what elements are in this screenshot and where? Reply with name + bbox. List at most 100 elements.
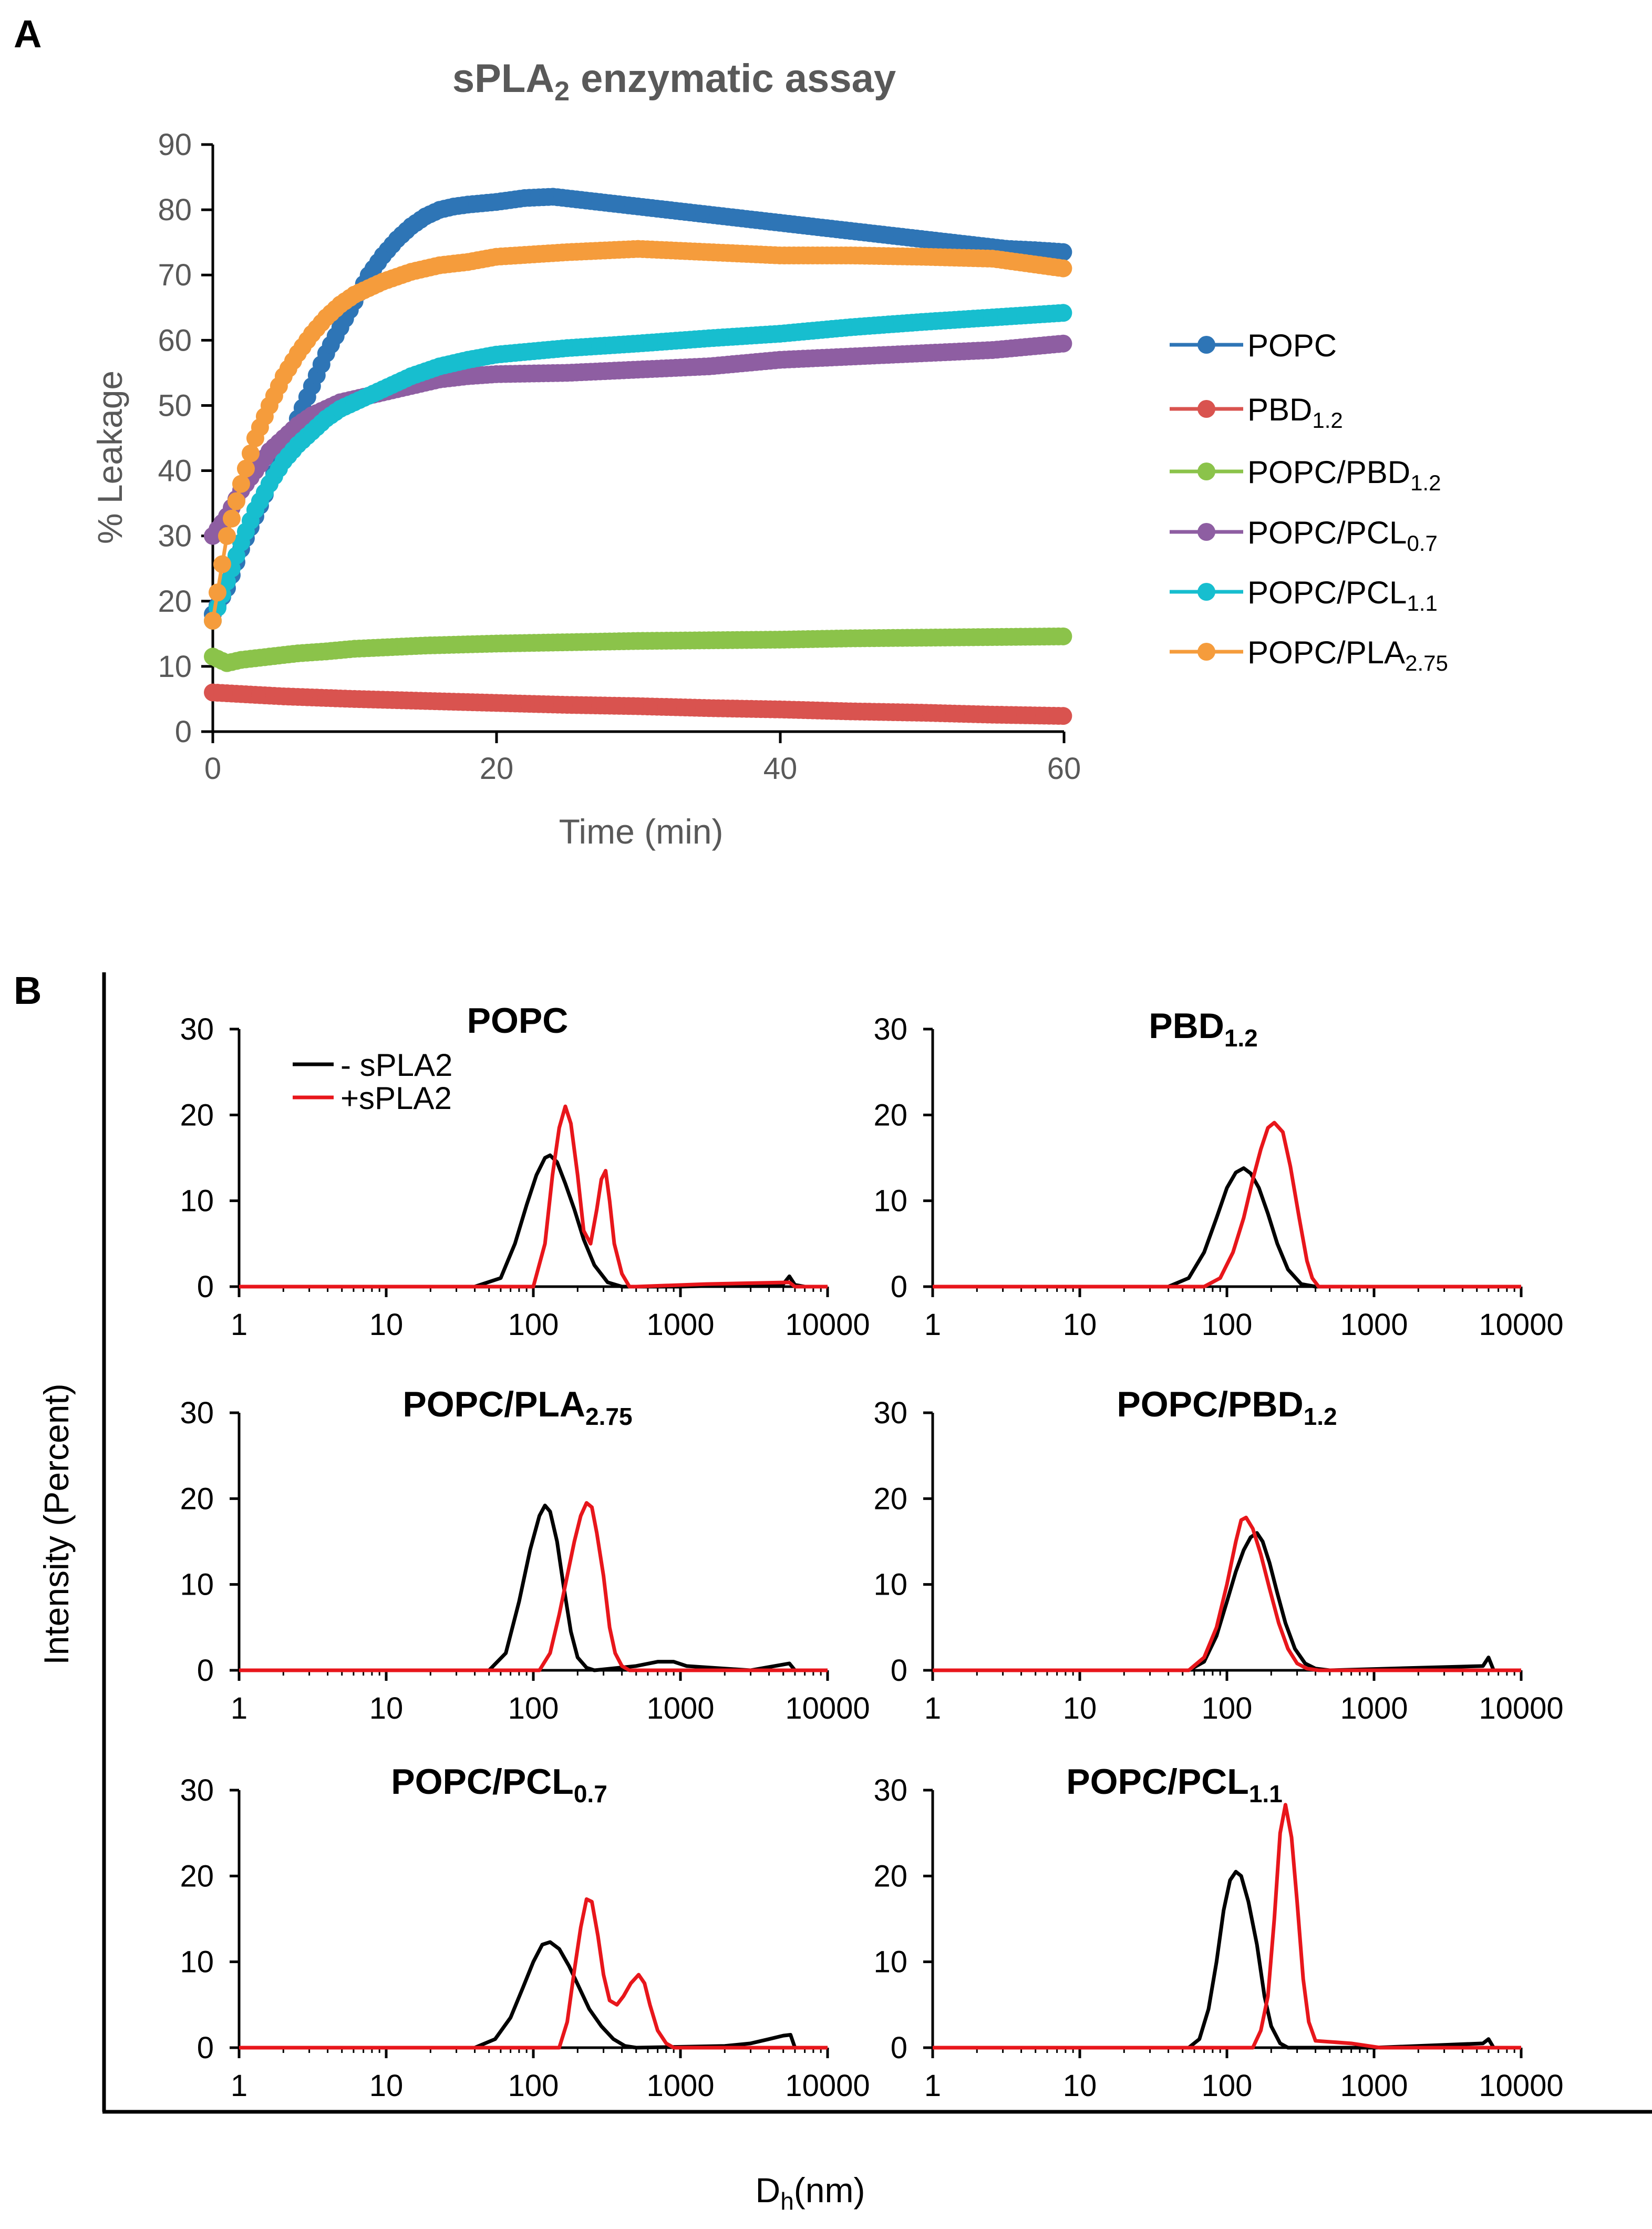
legend-label-minus: - sPLA2: [340, 1047, 452, 1083]
subplot-ytick-label: 30: [873, 1012, 907, 1046]
subplot-ytick-label: 0: [197, 1653, 214, 1688]
subplot-xtick-label: 10: [1063, 1691, 1097, 1725]
legend-marker-pbd12: [1197, 400, 1215, 418]
subplot-xtick-label: 10000: [1479, 1691, 1563, 1725]
legend-marker-popc-pla275: [1197, 643, 1215, 661]
legend-label-pbd12: PBD1.2: [1247, 392, 1343, 433]
subplot-xtick-label: 100: [1202, 1308, 1253, 1342]
data-point-popc-pla2-75: [1054, 259, 1072, 278]
panel-a-ytick-label: 70: [158, 258, 192, 292]
subplot-xtick-label: 1: [924, 2069, 941, 2103]
series-line-minus-spla2: [239, 1503, 828, 1672]
legend-item-popc-pbd12: POPC/PBD1.2: [1170, 455, 1441, 495]
panel-a-series: [204, 188, 1072, 725]
subplot-xtick-label: 1: [231, 2069, 247, 2103]
subplot-popc: 0 10 20 30 1 10 100 1000 10000: [180, 1012, 870, 1342]
subplot-title-popc-pcl07-name: POPC/PCL: [391, 1762, 574, 1802]
subplot-ytick-label: 30: [180, 1396, 214, 1430]
panel-b-ylabel: Intensity (Percent): [37, 1383, 76, 1665]
panel-a-ytick-label: 30: [158, 519, 192, 553]
legend-label-popc-pcl07-sub: 0.7: [1407, 531, 1437, 556]
panel-a-ytick-label: 0: [175, 715, 192, 749]
legend-marker-popc: [1197, 336, 1215, 354]
series-line-minus-spla2: [933, 1166, 1521, 1289]
subplot-ytick-label: 20: [873, 1482, 907, 1516]
subplot-xtick-label: 1: [924, 1691, 941, 1725]
subplot-xtick-label: 10: [1063, 2069, 1097, 2103]
legend-label-popc-pbd12-sub: 1.2: [1410, 470, 1441, 495]
legend-label-plus: +sPLA2: [340, 1081, 452, 1116]
subplot-ytick-label: 20: [180, 1482, 214, 1516]
legend-label-popc-pcl07-name: POPC/PCL: [1247, 515, 1407, 550]
panel-b: B Intensity (Percent) Dh(nm) POPC PBD1.2…: [14, 969, 1652, 2215]
subplot-popc-pbd1-2: 0 10 20 30 1 10 100 1000 10000: [873, 1396, 1563, 1725]
legend-label-popc-pcl07: POPC/PCL0.7: [1247, 515, 1438, 556]
legend-label-pbd12-name: PBD: [1247, 392, 1312, 427]
subplot-xtick-label: 10000: [1479, 2069, 1563, 2103]
legend-label-popc: POPC: [1247, 328, 1337, 363]
subplot-xtick-label: 1000: [646, 2069, 714, 2103]
subplot-xtick-label: 1000: [646, 1691, 714, 1725]
data-point-popc-pla2-75: [241, 444, 260, 463]
data-point-popc-pla2-75: [218, 527, 236, 545]
panel-a-legend: POPC PBD1.2 POPC/PBD1.2: [1170, 328, 1448, 675]
subplot-xtick-label: 10000: [785, 2069, 870, 2103]
subplot-popc-pla2-75: 0 10 20 30 1 10 100 1000 10000: [180, 1396, 870, 1725]
panel-b-xlabel-main: D: [756, 2171, 781, 2210]
subplot-xtick-label: 1000: [1340, 1691, 1408, 1725]
panel-a-xtick-label: 40: [763, 752, 798, 786]
data-point-popc-pla2-75: [232, 475, 250, 493]
series-line-plus-spla2: [933, 1803, 1521, 2050]
legend-label-popc-pbd12-name: POPC/PBD: [1247, 455, 1410, 490]
subplot-title-popc-pcl07: POPC/PCL0.7: [391, 1762, 607, 1807]
subplot-title-popc-pbd12: POPC/PBD1.2: [1117, 1384, 1337, 1430]
legend-item-popc: POPC: [1170, 328, 1337, 363]
subplot-xtick-label: 10: [1063, 1308, 1097, 1342]
series-line-plus-spla2: [933, 1121, 1521, 1289]
data-point-popc-pla2-75: [213, 555, 231, 573]
subplot-ytick-label: 10: [180, 1568, 214, 1602]
panel-a-xtick-label: 60: [1047, 752, 1081, 786]
legend-label-popc-pcl11-sub: 1.1: [1407, 591, 1437, 615]
subplot-ytick-label: 30: [873, 1396, 907, 1430]
legend-label-pbd12-sub: 1.2: [1312, 408, 1343, 433]
legend-label-popc-pla275-name: POPC/PLA: [1247, 635, 1405, 670]
subplot-title-pbd12-name: PBD: [1149, 1006, 1224, 1046]
series-pbd1-2: [204, 683, 1072, 725]
subplot-xtick-label: 10: [369, 1308, 404, 1342]
subplot-xtick-label: 10000: [785, 1691, 870, 1725]
subplot-xtick-label: 100: [1202, 1691, 1253, 1725]
subplot-title-popc-name: POPC: [467, 1001, 569, 1041]
series-popc-pla2-75: [204, 240, 1072, 630]
subplot-ytick-label: 0: [197, 2031, 214, 2065]
subplot-xtick-label: 10: [369, 1691, 404, 1725]
panel-a-ytick-label: 60: [158, 323, 192, 357]
subplot-title-popc-pcl07-sub: 0.7: [574, 1780, 607, 1807]
subplot-ytick-label: 0: [891, 2031, 907, 2065]
series-line-plus-spla2: [239, 1104, 828, 1289]
subplot-ytick-label: 30: [180, 1012, 214, 1046]
subplot-title-popc-pla275-sub: 2.75: [585, 1403, 633, 1430]
subplot-pbd1-2: 0 10 20 30 1 10 100 1000 10000: [873, 1012, 1563, 1342]
panel-b-legend: - sPLA2 +sPLA2: [293, 1047, 452, 1116]
panel-a-xtick-label: 20: [480, 752, 514, 786]
panel-b-letter: B: [14, 969, 42, 1012]
subplot-xtick-label: 1000: [1340, 2069, 1408, 2103]
data-point-popc-pla2-75: [222, 509, 241, 528]
panel-a-ytick-label: 40: [158, 454, 192, 488]
subplot-ytick-label: 10: [180, 1945, 214, 1979]
legend-item-popc-pla275: POPC/PLA2.75: [1170, 635, 1448, 675]
subplot-xtick-label: 10000: [785, 1308, 870, 1342]
panel-b-xlabel-rest: (nm): [794, 2171, 865, 2210]
legend-marker-popc-pcl11: [1197, 583, 1215, 601]
subplot-title-pbd12-sub: 1.2: [1224, 1024, 1258, 1052]
legend-item-popc-pcl11: POPC/PCL1.1: [1170, 575, 1438, 615]
panel-a-title-sub: 2: [554, 76, 570, 107]
panel-a-xlabel: Time (min): [559, 812, 724, 851]
subplot-ytick-label: 10: [873, 1945, 907, 1979]
panel-a-ytick-label: 80: [158, 193, 192, 227]
subplot-popc-pcl0-7: 0 10 20 30 1 10 100 1000 10000: [180, 1773, 870, 2103]
subplot-xtick-label: 1: [924, 1308, 941, 1342]
subplot-ytick-label: 30: [180, 1773, 214, 1807]
